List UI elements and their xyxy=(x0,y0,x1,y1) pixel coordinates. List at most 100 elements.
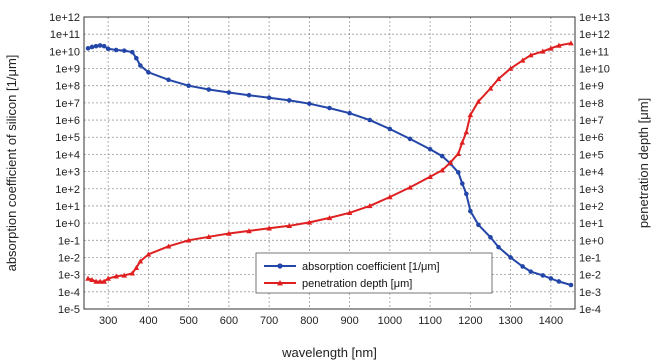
data-point-0 xyxy=(146,70,151,75)
left-y-axis-title: absorption coefficient of silicon [1/μm] xyxy=(4,55,19,272)
data-point-0 xyxy=(464,191,469,197)
left-y-tick-label: 1e+0 xyxy=(55,218,80,230)
right-y-tick-label: 1e+1 xyxy=(579,218,604,230)
right-y-tick-label: 1e+3 xyxy=(579,184,604,196)
data-point-1 xyxy=(346,209,353,216)
data-point-0 xyxy=(508,255,513,260)
left-y-tick-label: 1e+5 xyxy=(55,132,80,144)
data-point-0 xyxy=(121,48,127,53)
data-point-1 xyxy=(85,275,91,281)
data-point-1 xyxy=(89,277,95,283)
data-point-1 xyxy=(495,76,502,82)
data-point-0 xyxy=(407,136,413,142)
right-y-tick-label: 1e+0 xyxy=(579,235,604,247)
data-point-0 xyxy=(206,87,212,92)
data-point-0 xyxy=(556,279,562,284)
data-point-0 xyxy=(520,264,525,269)
x-tick-label: 600 xyxy=(220,315,238,327)
right-y-tick-label: 1e+2 xyxy=(579,201,604,213)
data-point-1 xyxy=(121,272,128,278)
x-tick-label: 500 xyxy=(179,315,197,327)
data-point-1 xyxy=(427,173,433,179)
data-point-0 xyxy=(476,222,481,228)
data-point-1 xyxy=(266,225,272,231)
left-y-tick-label: 1e+1 xyxy=(55,201,80,213)
legend: absorption coefficient [1/μm] penetratio… xyxy=(255,252,493,294)
data-point-0 xyxy=(540,273,546,278)
data-point-0 xyxy=(455,170,461,175)
data-point-1 xyxy=(366,203,373,209)
data-point-1 xyxy=(463,129,470,135)
data-point-1 xyxy=(447,159,454,165)
data-point-1 xyxy=(326,215,333,221)
left-y-tick-label: 1e-2 xyxy=(58,252,80,264)
left-y-tick-label: 1e+4 xyxy=(55,149,80,161)
grid-lines xyxy=(84,17,575,309)
right-y-tick-label: 1e+10 xyxy=(579,64,610,76)
left-y-tick-label: 1e-3 xyxy=(58,270,80,282)
data-point-0 xyxy=(307,101,312,106)
x-tick-label: 800 xyxy=(300,315,318,327)
data-point-1 xyxy=(540,48,546,54)
left-y-tick-label: 1e+9 xyxy=(55,64,80,76)
data-point-1 xyxy=(527,52,534,58)
data-point-1 xyxy=(548,45,554,51)
x-tick-label: 1000 xyxy=(378,315,402,327)
left-y-tick-label: 1e+11 xyxy=(50,29,80,41)
right-y-tick-label: 1e+9 xyxy=(579,81,604,93)
data-point-1 xyxy=(101,278,107,284)
right-y-tick-label: 1e+6 xyxy=(579,132,604,144)
data-point-0 xyxy=(246,92,252,98)
data-point-1 xyxy=(205,233,212,240)
data-point-0 xyxy=(105,46,111,52)
data-point-1 xyxy=(129,270,136,276)
data-point-1 xyxy=(105,275,111,281)
data-point-1 xyxy=(133,265,140,271)
data-point-0 xyxy=(387,126,393,132)
x-tick-label: 1400 xyxy=(539,315,563,327)
right-y-tick-label: 1e-3 xyxy=(579,287,601,299)
right-y-tick-label: 1e+5 xyxy=(579,149,604,161)
data-point-1 xyxy=(137,258,144,264)
data-point-1 xyxy=(519,57,526,63)
data-point-0 xyxy=(226,90,232,95)
right-y-axis-ticks: 1e-4 1e-3 1e-2 1e-1 1e+0 1e+1 1e+2 1e+3 1e+4 1e+5… xyxy=(579,12,610,316)
right-y-tick-label: 1e+13 xyxy=(579,12,610,24)
left-y-tick-label: 1e-1 xyxy=(58,235,80,247)
data-point-0 xyxy=(85,46,91,51)
left-y-tick-label: 1e+12 xyxy=(49,12,80,24)
legend-label-absorption: absorption coefficient [1/μm] xyxy=(302,261,440,273)
data-point-1 xyxy=(387,194,393,200)
left-y-axis-ticks: 1e-5 1e-4 1e-3 1e-2 1e-1 1e+0 1e+1 1e+2 1e+3 1e+4… xyxy=(49,12,80,316)
data-point-0 xyxy=(488,234,493,240)
x-tick-label: 1200 xyxy=(458,315,482,327)
left-y-tick-label: 1e+7 xyxy=(55,98,80,110)
data-point-0 xyxy=(439,153,445,159)
data-point-1 xyxy=(455,150,462,156)
data-point-1 xyxy=(185,237,192,243)
data-point-0 xyxy=(129,49,135,55)
data-point-1 xyxy=(306,219,313,225)
left-y-tick-label: 1e+10 xyxy=(49,46,80,58)
series-layer xyxy=(85,40,574,288)
data-point-0 xyxy=(89,44,95,50)
right-y-tick-label: 1e+7 xyxy=(579,115,604,127)
x-tick-label: 1100 xyxy=(418,315,442,327)
right-y-tick-label: 1e+8 xyxy=(579,98,604,110)
x-axis-title: wavelength [nm] xyxy=(281,345,377,360)
data-point-1 xyxy=(475,98,482,104)
data-point-0 xyxy=(528,269,534,274)
plot-frame xyxy=(83,16,576,310)
left-y-tick-label: 1e-5 xyxy=(58,304,80,316)
right-y-tick-label: 1e+11 xyxy=(579,46,609,58)
data-point-1 xyxy=(145,251,152,257)
data-point-0 xyxy=(138,63,143,68)
left-y-tick-label: 1e+6 xyxy=(55,115,80,127)
right-y-tick-label: 1e-4 xyxy=(579,304,601,316)
data-point-1 xyxy=(568,40,574,46)
x-tick-label: 900 xyxy=(340,315,358,327)
x-tick-label: 400 xyxy=(139,315,157,327)
x-tick-label: 1300 xyxy=(498,315,522,327)
legend-marker-absorption xyxy=(277,263,283,269)
x-tick-label: 700 xyxy=(260,315,278,327)
